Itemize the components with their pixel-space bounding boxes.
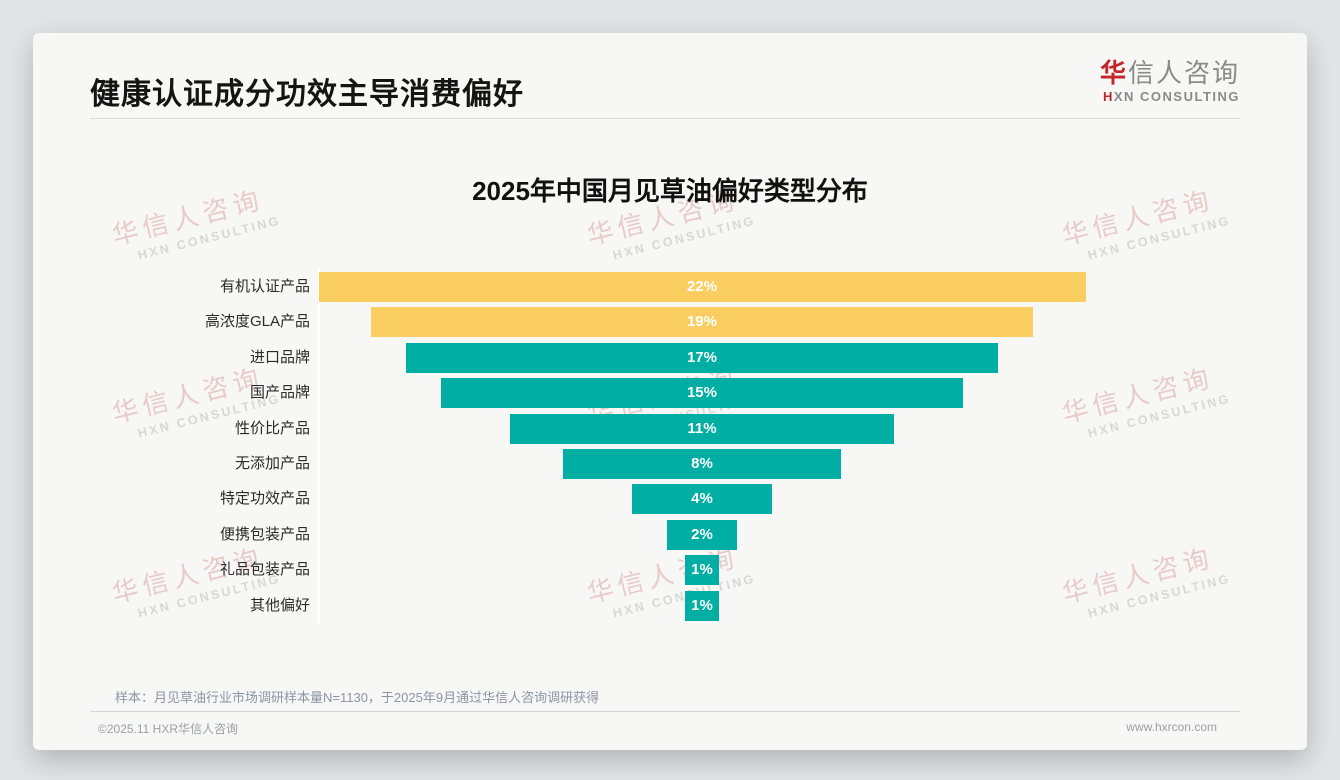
funnel-row: 无添加产品 8%	[33, 449, 1307, 479]
funnel-row: 国产品牌 15%	[33, 378, 1307, 409]
funnel-bar: 15%	[440, 378, 964, 409]
logo-tagline-accent-char: H	[1102, 89, 1114, 104]
category-label: 高浓度GLA产品	[204, 313, 310, 331]
funnel-bar: 17%	[405, 342, 999, 373]
funnel-row: 高浓度GLA产品 19%	[33, 307, 1307, 338]
logo-brand-rest: 信人咨询	[1127, 58, 1240, 88]
chart-title: 2025年中国月见草油偏好类型分布	[472, 176, 868, 206]
funnel-row: 便携包装产品 2%	[33, 519, 1307, 550]
category-label: 有机认证产品	[219, 278, 310, 295]
funnel-row: 特定功效产品 4%	[33, 484, 1307, 515]
funnel-bar: 22%	[318, 272, 1086, 302]
bar-value-label: 11%	[687, 419, 717, 437]
funnel-bar: 4%	[632, 484, 772, 515]
bar-value-label: 1%	[691, 596, 713, 614]
category-label: 无添加产品	[234, 455, 310, 472]
funnel-row: 礼品包装产品 1%	[33, 555, 1307, 586]
bar-value-label: 8%	[691, 455, 713, 472]
funnel-bar: 1%	[684, 555, 720, 586]
header-divider	[90, 118, 1240, 119]
category-label: 礼品包装产品	[219, 561, 310, 579]
funnel-bar: 1%	[684, 590, 720, 621]
funnel-row: 性价比产品 11%	[33, 413, 1307, 444]
logo-brand-accent-char: 华	[1099, 58, 1128, 88]
bar-value-label: 4%	[691, 490, 713, 508]
category-label: 国产品牌	[249, 384, 310, 402]
category-label: 便携包装产品	[219, 525, 310, 543]
logo-tagline-rest: XN CONSULTING	[1113, 89, 1240, 104]
funnel-chart: 有机认证产品 22% 高浓度GLA产品 19% 进口品牌 17% 国产品牌 15% 性价比产品 1…	[33, 33, 1307, 750]
axis-line	[318, 268, 320, 624]
page-title: 健康认证成分功效主导消费偏好	[90, 78, 524, 111]
category-label: 性价比产品	[234, 419, 310, 437]
report-card: 华信人咨询 HXN CONSULTING 华信人咨询 HXN CONSULTING 华信…	[33, 33, 1307, 750]
funnel-row: 其他偏好 1%	[33, 590, 1307, 621]
funnel-bar: 19%	[370, 307, 1034, 338]
copyright-text: ©2025.11 HXR华信人咨询	[98, 722, 238, 736]
funnel-row: 进口品牌 17%	[33, 342, 1307, 373]
funnel-row: 有机认证产品 22%	[33, 272, 1307, 302]
category-label: 其他偏好	[249, 596, 310, 614]
category-label: 特定功效产品	[219, 490, 310, 508]
funnel-bar: 2%	[667, 519, 737, 550]
sample-note: 样本：月见草油行业市场调研样本量N=1130，于2025年9月通过华信人咨询调研…	[115, 690, 600, 705]
bar-value-label: 15%	[686, 384, 717, 402]
category-label: 进口品牌	[249, 348, 310, 366]
logo-tagline-text: HXN CONSULTING	[1100, 89, 1240, 104]
bar-value-label: 22%	[686, 278, 718, 295]
funnel-bar: 8%	[562, 449, 842, 479]
funnel-bar: 11%	[510, 413, 894, 444]
bar-value-label: 17%	[686, 348, 717, 366]
website-link[interactable]: www.hxrcon.com	[1126, 720, 1217, 734]
footer-divider	[90, 711, 1240, 712]
bar-value-label: 19%	[686, 313, 717, 331]
bar-value-label: 2%	[691, 525, 713, 543]
logo-brand-text: 华信人咨询	[1100, 57, 1240, 89]
brand-logo: 华信人咨询 HXN CONSULTING	[1100, 57, 1240, 104]
bar-value-label: 1%	[691, 561, 713, 579]
